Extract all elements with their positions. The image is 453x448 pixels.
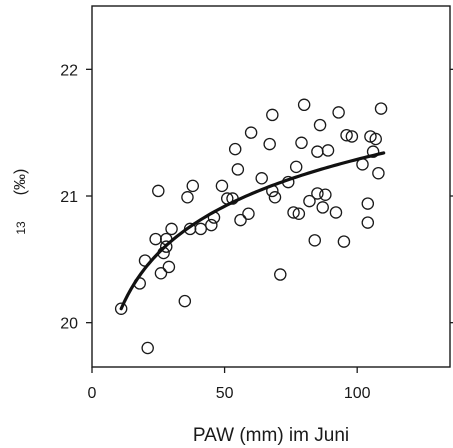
data-point-32	[274, 268, 287, 281]
data-point-25	[242, 207, 255, 220]
data-point-57	[369, 132, 382, 146]
data-point-15	[186, 179, 200, 193]
data-point-49	[337, 235, 351, 248]
data-point-0	[114, 302, 128, 315]
data-point-51	[345, 130, 359, 143]
data-point-5	[152, 184, 165, 198]
tick-marks	[86, 68, 453, 373]
data-point-29	[266, 108, 279, 122]
data-point-39	[303, 194, 316, 208]
data-point-26	[244, 126, 258, 139]
data-point-47	[329, 206, 343, 219]
data-point-23	[231, 163, 245, 176]
tick-labels: 0 50 100 20 21 22	[60, 62, 370, 402]
plot-frame	[91, 5, 451, 368]
data-point-37	[295, 136, 308, 150]
data-point-22	[228, 142, 242, 156]
data-point-11	[165, 222, 178, 236]
data-point-54	[361, 216, 375, 229]
data-point-53	[361, 197, 375, 210]
data-point-8	[160, 240, 173, 253]
data-point-41	[311, 187, 324, 200]
data-points	[114, 98, 388, 355]
y-tick-label-1: 21	[60, 189, 78, 206]
data-point-17	[205, 218, 218, 232]
data-point-44	[316, 201, 329, 214]
data-point-35	[289, 160, 303, 174]
data-point-48	[332, 106, 345, 119]
data-point-58	[372, 166, 385, 180]
y-tick-label-0: 20	[60, 316, 78, 333]
data-point-6	[154, 267, 168, 280]
data-point-50	[340, 128, 353, 142]
data-point-19	[215, 179, 229, 193]
data-point-34	[287, 206, 300, 219]
y-axis-title: 13 (‰)	[12, 169, 29, 235]
data-point-28	[263, 137, 276, 151]
data-point-24	[234, 213, 247, 227]
data-point-56	[366, 145, 380, 158]
data-point-36	[292, 207, 306, 220]
data-point-38	[297, 98, 311, 112]
data-point-43	[313, 118, 327, 132]
data-point-10	[162, 260, 176, 274]
data-point-4	[149, 232, 162, 246]
data-point-46	[321, 144, 335, 157]
x-tick-label-0: 0	[88, 385, 97, 402]
data-point-3	[141, 341, 154, 355]
x-tick-label-1: 50	[216, 385, 234, 402]
y-axis-title-superscript: 13	[14, 221, 28, 235]
data-point-42	[311, 145, 324, 158]
y-axis-title-unit: (‰)	[12, 169, 29, 196]
data-point-40	[308, 234, 322, 247]
data-point-16	[194, 222, 207, 236]
data-point-31	[268, 191, 282, 204]
x-axis-title: PAW (mm) im Juni	[193, 425, 349, 446]
data-point-27	[255, 172, 268, 185]
data-point-12	[178, 294, 192, 308]
data-point-45	[319, 188, 332, 201]
data-point-13	[181, 191, 194, 204]
x-tick-label-2: 100	[344, 385, 371, 402]
y-tick-label-2: 22	[60, 62, 78, 79]
data-point-59	[374, 102, 388, 115]
fit-curve	[119, 151, 386, 311]
